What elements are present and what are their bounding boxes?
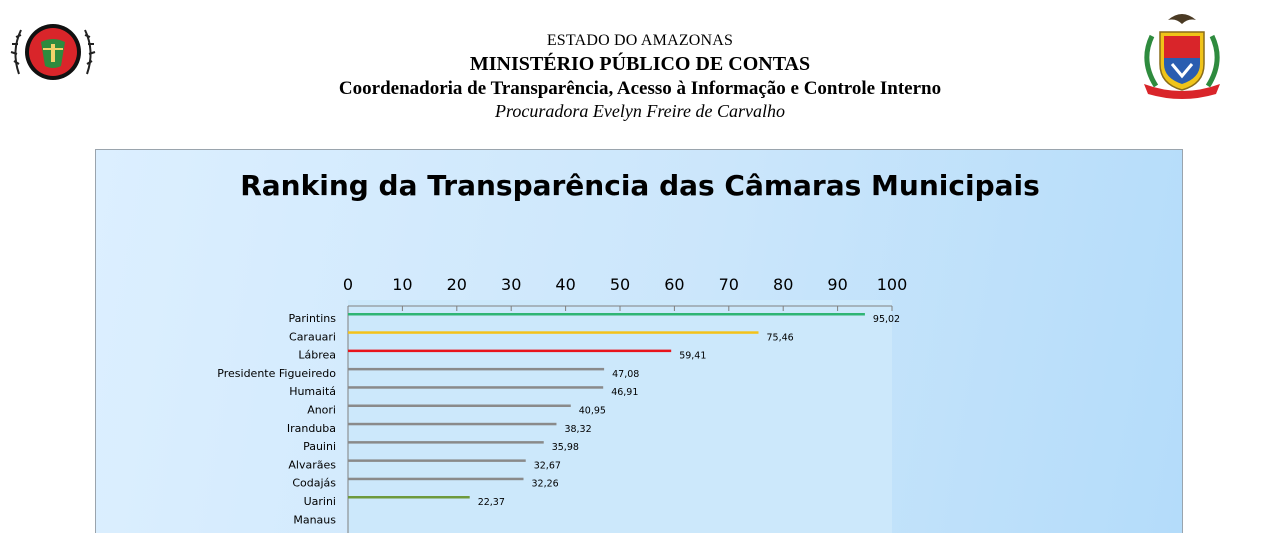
x-tick-label: 0 <box>343 275 353 294</box>
data-label: 40,95 <box>579 406 606 417</box>
x-tick-label: 70 <box>719 275 739 294</box>
prosecutor-name: Procuradora Evelyn Freire de Carvalho <box>495 101 785 121</box>
category-label: Pauini <box>303 440 336 453</box>
data-label: 47,08 <box>612 369 639 380</box>
document-header: ESTADO DO AMAZONAS MINISTÉRIO PÚBLICO DE… <box>0 0 1280 140</box>
mpc-seal-icon <box>10 24 96 80</box>
category-label: Parintins <box>288 312 336 325</box>
x-tick-label: 40 <box>555 275 575 294</box>
data-label: 22,37 <box>478 497 505 508</box>
x-tick-label: 90 <box>827 275 847 294</box>
x-tick-label: 100 <box>877 275 908 294</box>
bar <box>348 496 470 499</box>
x-tick-label: 10 <box>392 275 412 294</box>
bar <box>348 477 524 481</box>
data-label: 32,67 <box>534 460 561 471</box>
x-tick-label: 20 <box>447 275 467 294</box>
data-label: 46,91 <box>611 387 638 398</box>
data-label: 35,98 <box>552 442 579 453</box>
ministry-name: MINISTÉRIO PÚBLICO DE CONTAS <box>469 53 811 75</box>
bar <box>348 422 557 426</box>
bar <box>348 404 571 407</box>
category-label: Presidente Figueiredo <box>217 367 336 380</box>
data-label: 75,46 <box>767 332 794 343</box>
plot-area <box>348 300 892 533</box>
bar <box>348 349 672 353</box>
bar <box>348 386 604 389</box>
category-label: Lábrea <box>298 349 336 362</box>
category-label: Anori <box>307 404 336 417</box>
x-tick-label: 50 <box>610 275 630 294</box>
x-tick-label: 80 <box>773 275 793 294</box>
category-label: Humaitá <box>289 385 336 398</box>
data-label: 38,32 <box>564 424 591 435</box>
data-label: 59,41 <box>679 351 706 362</box>
x-tick-label: 60 <box>664 275 684 294</box>
amazonas-coat-of-arms-icon <box>1144 14 1220 99</box>
bar <box>348 367 605 371</box>
category-label: Manaus <box>293 513 336 526</box>
data-label: 32,26 <box>531 479 558 490</box>
coordination-name: Coordenadoria de Transparência, Acesso à… <box>338 78 942 99</box>
x-tick-label: 30 <box>501 275 521 294</box>
bar <box>348 441 544 444</box>
category-label: Alvarães <box>288 458 336 471</box>
state-name: ESTADO DO AMAZONAS <box>546 32 734 49</box>
category-label: Carauari <box>289 330 336 343</box>
data-label: 95,02 <box>873 314 900 325</box>
category-label: Uarini <box>304 495 336 508</box>
bar <box>348 331 759 334</box>
category-label: Iranduba <box>287 422 336 435</box>
category-label: Codajás <box>292 477 336 490</box>
chart-title: Ranking da Transparência das Câmaras Mun… <box>240 169 1040 202</box>
bar <box>348 313 865 316</box>
bar <box>348 459 526 462</box>
